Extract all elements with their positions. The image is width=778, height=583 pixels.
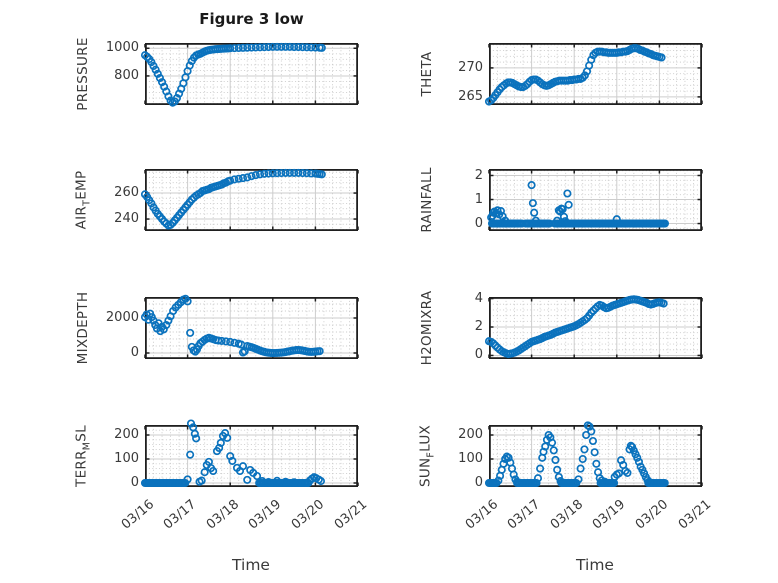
data-points [140, 419, 325, 488]
x-axis-title-right: Time [576, 556, 614, 574]
y-tick-label: 100 [458, 450, 483, 466]
subplot-rainfall: 0 1 2 RAINFALL [419, 167, 703, 233]
x-tick-label: 03/20 [632, 497, 672, 533]
axes-frame [144, 296, 358, 360]
subplot-theta: 265 270 THETA [419, 42, 703, 106]
y-tick-label: 0 [474, 474, 483, 490]
figure-title: Figure 3 low [199, 10, 304, 28]
y-axis-label: H2OMIXRA [419, 290, 435, 366]
data-points [484, 421, 669, 488]
y-tick-label: 2 [474, 319, 483, 334]
x-tick-label: 03/18 [203, 497, 242, 533]
x-tick-label: 03/16 [118, 497, 157, 533]
y-tick-label: 265 [458, 88, 483, 104]
subplot-canvas [140, 42, 359, 107]
axis-ticks [488, 44, 703, 104]
data-points [140, 294, 324, 358]
y-tick-label: 4 [474, 290, 483, 306]
data-points [484, 44, 666, 106]
y-tick-label: 260 [114, 185, 139, 201]
subplot-sun-flux: 0 100 200 SUNFLUX 03/16 03/17 03/18 03/19 03/20 0… [418, 421, 714, 533]
subplot-air-temp: 240 260 AIRTEMP [74, 168, 359, 232]
y-axis-label: THETA [419, 51, 435, 97]
major-grid [145, 297, 358, 359]
x-tick-label: 03/16 [462, 497, 501, 533]
y-axis-label: RAINFALL [419, 167, 435, 233]
y-axis-label: AIRTEMP [73, 170, 93, 230]
x-tick-label: 03/17 [160, 497, 200, 533]
y-tick-label: 0 [474, 215, 483, 231]
data-points [140, 42, 326, 107]
subplot-canvas [487, 168, 703, 232]
subplot-canvas [484, 295, 703, 360]
data-points [140, 168, 326, 230]
subplot-canvas [484, 421, 703, 488]
subplot-canvas [140, 419, 359, 488]
y-tick-label: 200 [114, 427, 139, 442]
x-tick-label: 03/21 [331, 497, 370, 533]
axes-frame [488, 296, 702, 360]
y-tick-label: 0 [474, 347, 483, 363]
y-tick-label: 100 [114, 450, 139, 466]
subplot-canvas [140, 168, 359, 232]
x-tick-label: 03/18 [547, 497, 586, 533]
x-tick-label: 03/20 [288, 497, 328, 533]
axes-frame [488, 168, 702, 232]
subplot-h2omixra: 0 2 4 H2OMIXRA [419, 291, 703, 365]
y-tick-label: 270 [458, 59, 483, 75]
x-tick-label: 03/17 [504, 497, 544, 533]
major-grid [145, 425, 358, 487]
y-tick-label: 1000 [105, 40, 139, 56]
y-axis-label: MIXDEPTH [75, 291, 91, 365]
axes-frame [488, 42, 702, 106]
x-tick-label: 03/19 [590, 497, 629, 533]
subplot-canvas [484, 42, 703, 106]
y-tick-label: 2000 [105, 309, 139, 325]
axes-frame [144, 424, 358, 488]
axes-frame [488, 424, 702, 488]
x-tick-label: 03/21 [675, 497, 714, 533]
y-tick-label: 240 [114, 211, 139, 227]
y-axis-label: TERRMSL [73, 425, 93, 487]
data-points [487, 181, 669, 228]
y-axis-label: PRESSURE [75, 37, 91, 111]
y-tick-label: 200 [458, 427, 483, 442]
x-axis-title-left: Time [232, 556, 270, 574]
y-tick-label: 2 [474, 167, 483, 183]
subplot-canvas [140, 294, 359, 360]
y-tick-label: 800 [114, 67, 139, 83]
subplot-mixdepth: 0 2000 MIXDEPTH [75, 292, 359, 364]
x-tick-label: 03/19 [246, 497, 285, 533]
y-tick-label: 0 [130, 474, 139, 490]
y-tick-label: 0 [130, 344, 139, 360]
data-points [484, 295, 668, 359]
y-axis-label: SUNFLUX [417, 424, 437, 488]
y-tick-label: 1 [474, 191, 483, 207]
subplot-terr-msl: 0 100 200 TERRMSL 03/16 03/17 03/18 03/19 03/20 0… [74, 419, 370, 533]
subplot-pressure: 800 1000 PRESSURE [75, 37, 359, 111]
axis-ticks [144, 44, 359, 104]
